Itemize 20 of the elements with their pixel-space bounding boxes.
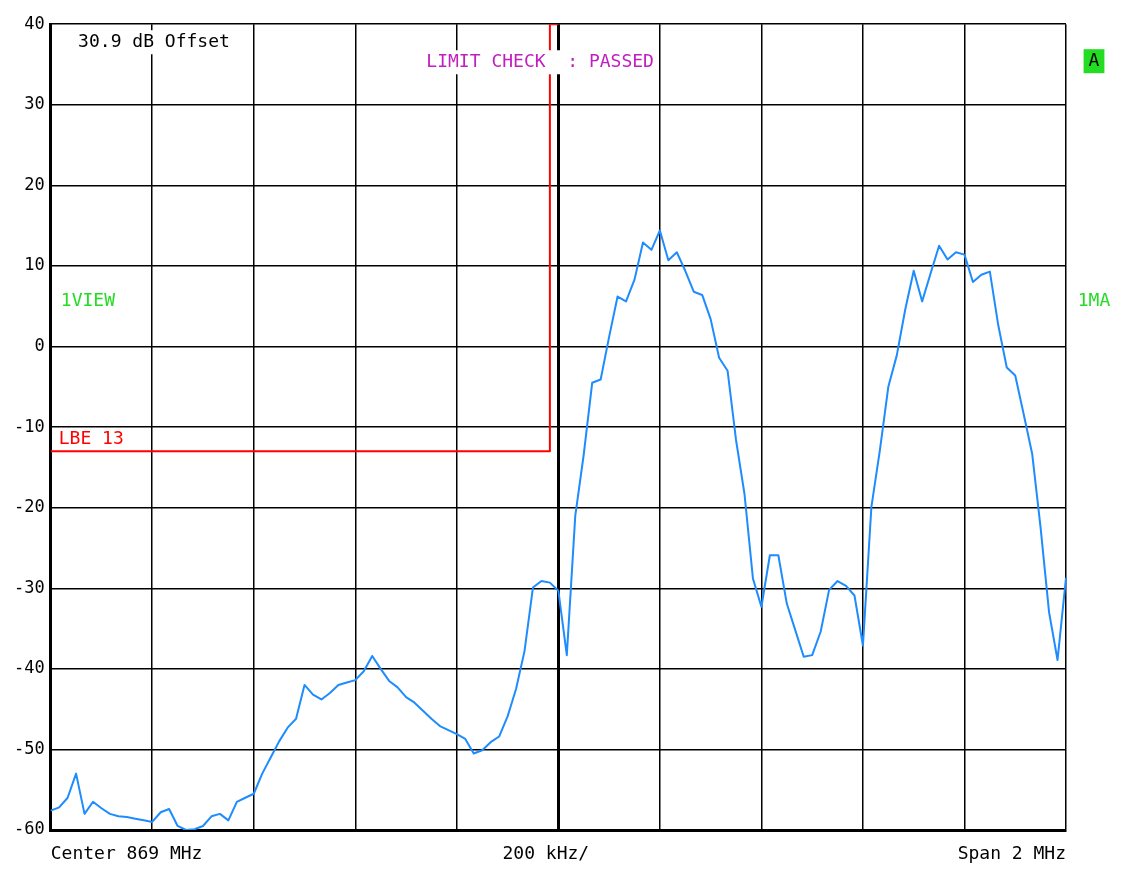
annotation: 1VIEW: [60, 288, 116, 310]
text: 200 kHz/: [502, 841, 590, 863]
y-tick-label: -50: [13, 737, 45, 758]
text: Center 869 MHz: [50, 841, 203, 863]
y-tick-label: 20: [24, 173, 45, 194]
y-tick-label: 40: [24, 12, 45, 33]
y-tick-label: -60: [13, 818, 45, 839]
text: A: [1088, 48, 1100, 70]
y-tick-label: -20: [13, 496, 45, 517]
y-tick-label: 0: [34, 334, 45, 355]
annotation: LIMIT CHECK : PASSED: [426, 49, 654, 71]
annotation: 30.9 dB Offset: [78, 29, 230, 51]
y-tick-label: 10: [24, 254, 45, 275]
series-label: LBE 13: [58, 426, 124, 448]
y-tick-label: -10: [13, 415, 45, 436]
y-tick-label: -30: [13, 576, 45, 597]
y-tick-label: 30: [24, 93, 45, 114]
text: Span 2 MHz: [957, 841, 1066, 863]
y-tick-label: -40: [13, 657, 45, 678]
text: 1MA: [1077, 288, 1111, 310]
